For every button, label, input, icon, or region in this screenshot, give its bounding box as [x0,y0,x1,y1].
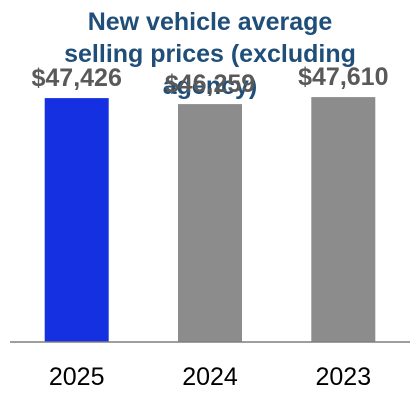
value-labels-group: $47,426 $46,259 $47,610 [32,63,389,98]
x-tick-label-2025: 2025 [49,363,105,391]
x-tick-label-2023: 2023 [315,363,371,391]
x-tick-label-2024: 2024 [182,363,238,391]
value-label-2025: $47,426 [32,64,122,92]
bar-2023 [311,97,376,342]
chart-title: New vehicle average selling prices (excl… [64,8,356,100]
bar-2025 [44,98,109,342]
x-tick-labels-group: 2025 2024 2023 [49,363,371,391]
value-label-2023: $47,610 [298,63,388,91]
bar-2024 [178,104,242,342]
value-label-2024: $46,259 [165,70,255,98]
bars-group [44,97,376,342]
